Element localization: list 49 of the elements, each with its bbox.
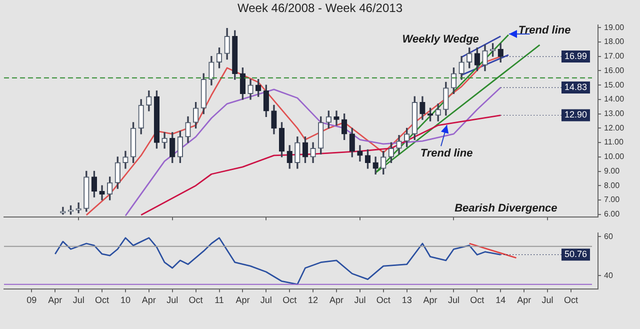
y-tick-label: 11.00 (604, 138, 624, 147)
y-tick-label: 8.00 (604, 180, 620, 190)
y-tick-label: 15.00 (604, 80, 625, 90)
x-tick-label: 12 (308, 295, 318, 306)
x-tick-label: Apr (48, 295, 62, 306)
y-tick-label: 60 (604, 232, 614, 241)
x-tick-label: Jul (260, 295, 272, 306)
y-tick-label: 9.00 (604, 166, 620, 176)
x-tick-label: 11 (214, 295, 224, 306)
annotation: Trend line (518, 24, 571, 37)
x-tick-label: Oct (95, 295, 110, 306)
chart-title: Week 46/2008 - Week 46/2013 (236, 0, 404, 17)
annotation: Weekly Wedge (402, 33, 479, 46)
x-tick-label: 13 (402, 295, 412, 306)
y-tick-label: 6.00 (604, 210, 620, 219)
x-tick-label: Oct (282, 295, 298, 306)
y-tick-label: 7.00 (604, 195, 620, 204)
x-tick-label: Oct (470, 295, 485, 306)
annotation: Trend line (420, 148, 473, 160)
annotation: 16.99 (564, 51, 588, 62)
x-tick-label: Jul (448, 295, 460, 306)
x-tick-label: Apr (236, 295, 250, 306)
x-tick-label: Oct (188, 295, 204, 306)
y-tick-label: 17.00 (604, 52, 625, 61)
x-tick-label: Apr (423, 295, 438, 306)
x-tick-label: Jul (166, 295, 178, 306)
x-tick-label: Jul (542, 295, 554, 306)
annotation: Bearish Divergence (454, 202, 558, 215)
annotation: 14.83 (564, 82, 588, 92)
y-tick-label: 10.00 (604, 152, 625, 162)
y-tick-label: 12.00 (604, 123, 625, 132)
y-tick-label: 40 (604, 270, 614, 280)
y-tick-label: 13.00 (604, 109, 625, 118)
x-tick-label: Apr (517, 295, 532, 306)
x-tick-label: Apr (142, 295, 156, 306)
x-tick-label: 10 (120, 295, 130, 306)
x-tick-label: Oct (376, 295, 391, 306)
y-tick-label: 18.00 (604, 37, 625, 46)
y-tick-label: 16.00 (604, 66, 625, 75)
x-tick-label: Jul (72, 295, 84, 306)
x-tick-label: Jul (354, 295, 366, 306)
x-tick-label: Oct (564, 295, 578, 306)
x-tick-label: Apr (329, 295, 344, 306)
x-tick-label: 09 (26, 295, 37, 306)
x-tick-label: 14 (496, 295, 506, 306)
y-tick-label: 19.00 (604, 22, 625, 32)
annotation: 50.76 (564, 249, 588, 260)
annotation: 12.90 (564, 110, 588, 120)
y-tick-label: 14.00 (604, 94, 625, 104)
